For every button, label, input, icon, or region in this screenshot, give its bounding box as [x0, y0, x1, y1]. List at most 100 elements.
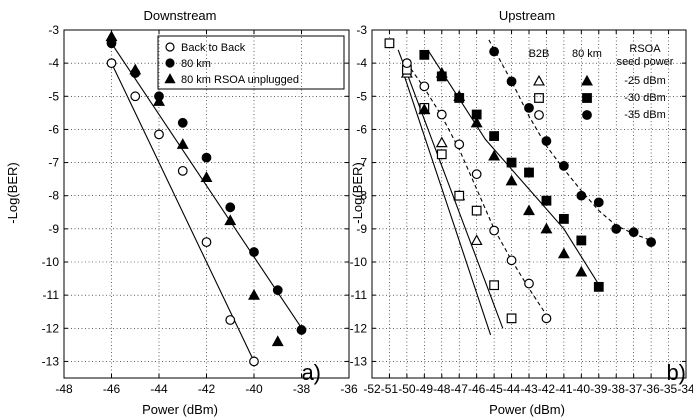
upstream-x-tick-label: -43 — [520, 382, 538, 396]
upstream-x-tick-label: -51 — [381, 382, 399, 396]
upstream-series-1-point — [384, 38, 395, 49]
upstream-series-3-point — [540, 222, 553, 234]
downstream-series-0-point — [130, 91, 141, 102]
upstream-series-2-point — [436, 109, 447, 120]
upstream-series-5-point — [524, 102, 534, 113]
upstream-series-2-point — [506, 255, 517, 266]
upstream-y-tick-label: -11 — [351, 288, 368, 302]
downstream-y-tick-label: -5 — [48, 89, 59, 103]
upstream-series-4-point — [541, 195, 552, 206]
downstream-series-1-point — [249, 247, 259, 257]
upstream-fit-line-4 — [427, 49, 603, 291]
upstream-legend: RSOA seed power B2B 80 km -25 dBm -30 dB… — [516, 36, 684, 126]
upstream-y-tick-label: -4 — [356, 56, 367, 70]
downstream-series-2-point — [200, 171, 213, 183]
downstream-legend-label-1: 80 km — [181, 58, 211, 70]
upstream-fit-line-1 — [397, 49, 504, 329]
upstream-legend-row-3: -35 dBm — [624, 109, 666, 121]
downstream-series-1-point — [225, 202, 236, 213]
downstream-x-tick-label: -38 — [293, 382, 311, 396]
downstream-series-0-point — [201, 237, 212, 248]
upstream-legend-80km-marker-2 — [582, 110, 592, 120]
upstream-x-tick-label: -45 — [485, 382, 503, 396]
downstream-x-label: Power (dBm) — [142, 402, 218, 417]
upstream-fit-line-2 — [406, 62, 547, 316]
upstream-series-2-point — [524, 278, 534, 289]
downstream-series-1-point — [272, 285, 283, 296]
upstream-series-4-point — [506, 157, 517, 168]
upstream-series-3-point — [488, 149, 501, 161]
downstream-y-tick-label: -3 — [48, 23, 59, 37]
upstream-x-tick-label: -47 — [451, 382, 469, 396]
upstream-series-1-point — [489, 280, 500, 291]
downstream-legend-box — [157, 35, 345, 90]
upstream-fit-line-0 — [402, 72, 492, 336]
upstream-series-4-point — [454, 93, 465, 103]
upstream-x-tick-label: -35 — [660, 382, 678, 396]
downstream-series-2-point — [153, 95, 165, 106]
upstream-legend-bg — [516, 36, 684, 126]
upstream-series-4-point — [524, 167, 534, 178]
upstream-legend-row-1: -25 dBm — [624, 75, 666, 87]
downstream-y-tick-label: -7 — [48, 156, 59, 170]
upstream-series-1-point — [471, 205, 482, 216]
upstream-title: Upstream — [499, 8, 555, 23]
downstream-y-tick-label: -8 — [48, 189, 59, 203]
upstream-x-tick-label: -36 — [642, 382, 660, 396]
upstream-x-tick-label: -37 — [625, 382, 643, 396]
upstream-y-tick-label: -7 — [356, 156, 367, 170]
upstream-series-3-point — [505, 174, 518, 186]
downstream-series-0-point — [177, 165, 188, 176]
upstream-legend-b2b-marker-2 — [534, 110, 544, 120]
upstream-series-4-point — [558, 214, 569, 224]
upstream-series-3-point — [418, 103, 431, 115]
downstream-series-1-point — [296, 325, 307, 335]
downstream-legend-marker-2 — [164, 73, 176, 84]
upstream-legend-col-b2b: B2B — [529, 48, 550, 60]
upstream-x-tick-label: -44 — [503, 382, 521, 396]
upstream-x-tick-label: -39 — [590, 382, 608, 396]
upstream-series-5-point — [558, 160, 569, 171]
upstream-y-tick-label: -8 — [356, 189, 367, 203]
downstream-y-tick-label: -13 — [42, 354, 60, 368]
downstream-series-0-point — [249, 356, 259, 367]
downstream-series-2-point — [224, 214, 237, 226]
downstream-fit-line-1 — [111, 42, 305, 332]
downstream-title: Downstream — [144, 8, 217, 23]
downstream-legend-marker-0 — [165, 42, 175, 52]
downstream-series-2-point — [105, 30, 118, 42]
upstream-panel: Upstream -Log(BER) Power (dBm) b) RSOA s… — [350, 8, 693, 417]
upstream-series-2-point — [419, 81, 430, 92]
upstream-series-2-point — [454, 139, 465, 150]
upstream-series-5-point — [646, 237, 657, 248]
upstream-series-2-point — [401, 58, 412, 69]
upstream-legend-col-80km: 80 km — [572, 48, 602, 60]
upstream-series-4-point — [576, 235, 587, 246]
downstream-series-1-point — [177, 117, 188, 128]
upstream-legend-b2b-marker-1 — [534, 93, 544, 103]
upstream-series-0-point — [470, 234, 483, 246]
downstream-y-tick-label: -11 — [43, 288, 60, 302]
upstream-y-tick-label: -13 — [350, 354, 368, 368]
downstream-legend: Back to Back 80 km 80 km RSOA unplugged — [157, 35, 345, 90]
upstream-series-5-point — [576, 190, 587, 201]
upstream-x-tick-label: -42 — [538, 382, 556, 396]
downstream-panel-label: a) — [301, 360, 321, 385]
upstream-series-3-point — [523, 204, 535, 216]
upstream-x-tick-label: -38 — [608, 382, 626, 396]
upstream-y-tick-label: -10 — [350, 255, 368, 269]
upstream-series-4-point — [419, 49, 430, 60]
upstream-x-tick-label: -46 — [468, 382, 486, 396]
downstream-legend-label-0: Back to Back — [181, 42, 246, 54]
upstream-legend-heading-1: RSOA — [629, 43, 661, 55]
downstream-x-tick-label: -36 — [340, 382, 358, 396]
upstream-fit-line-5 — [488, 39, 652, 242]
upstream-x-tick-label: -40 — [573, 382, 591, 396]
upstream-series-5-point — [611, 223, 622, 234]
downstream-series-2-point — [248, 288, 260, 300]
upstream-x-tick-label: -49 — [416, 382, 434, 396]
upstream-series-0-point — [435, 136, 448, 148]
downstream-series-0-point — [225, 315, 236, 325]
upstream-y-tick-label: -12 — [350, 321, 368, 335]
downstream-fit-line-0 — [111, 62, 255, 362]
